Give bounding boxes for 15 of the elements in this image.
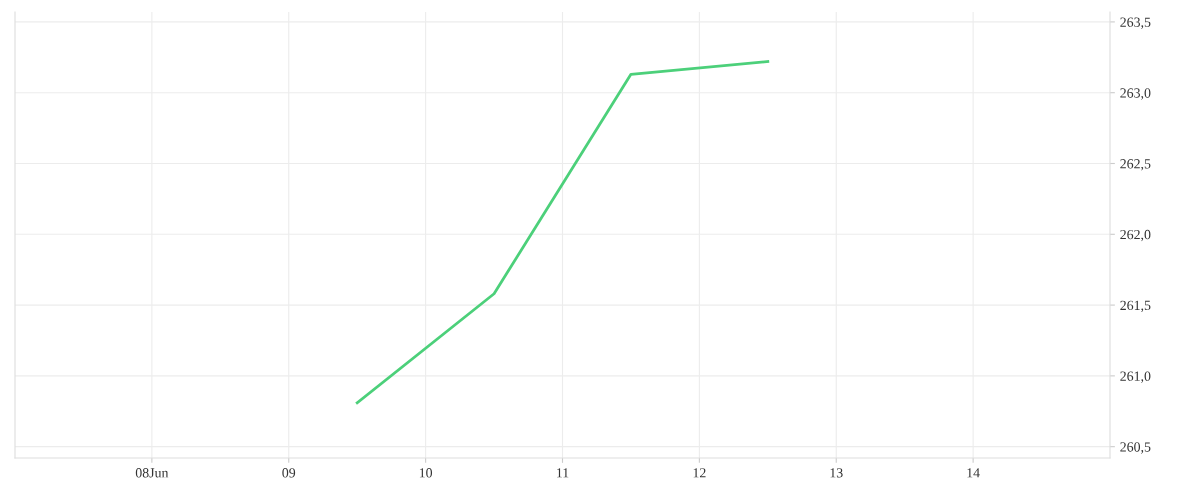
x-tick-label: 09 <box>282 468 296 478</box>
y-tick-label: 262,0 <box>1120 229 1151 242</box>
y-tick-label: 262,5 <box>1120 159 1151 171</box>
x-tick-label: 10 <box>419 468 433 478</box>
line-series <box>355 60 770 405</box>
y-tick-label: 260,5 <box>1120 442 1151 454</box>
y-tick-label: 261,0 <box>1120 371 1151 383</box>
y-tick-label: 261,5 <box>1120 300 1151 313</box>
x-tick-label: 14 <box>967 468 980 478</box>
y-tick-label: 263,5 <box>1120 17 1151 29</box>
x-tick-label: 13 <box>830 468 843 478</box>
x-tick-label: 12 <box>693 468 706 478</box>
x-tick-label: 08Jun <box>135 468 169 478</box>
x-tick-label: 11 <box>557 468 569 478</box>
y-tick-label: 263,0 <box>1120 88 1151 100</box>
